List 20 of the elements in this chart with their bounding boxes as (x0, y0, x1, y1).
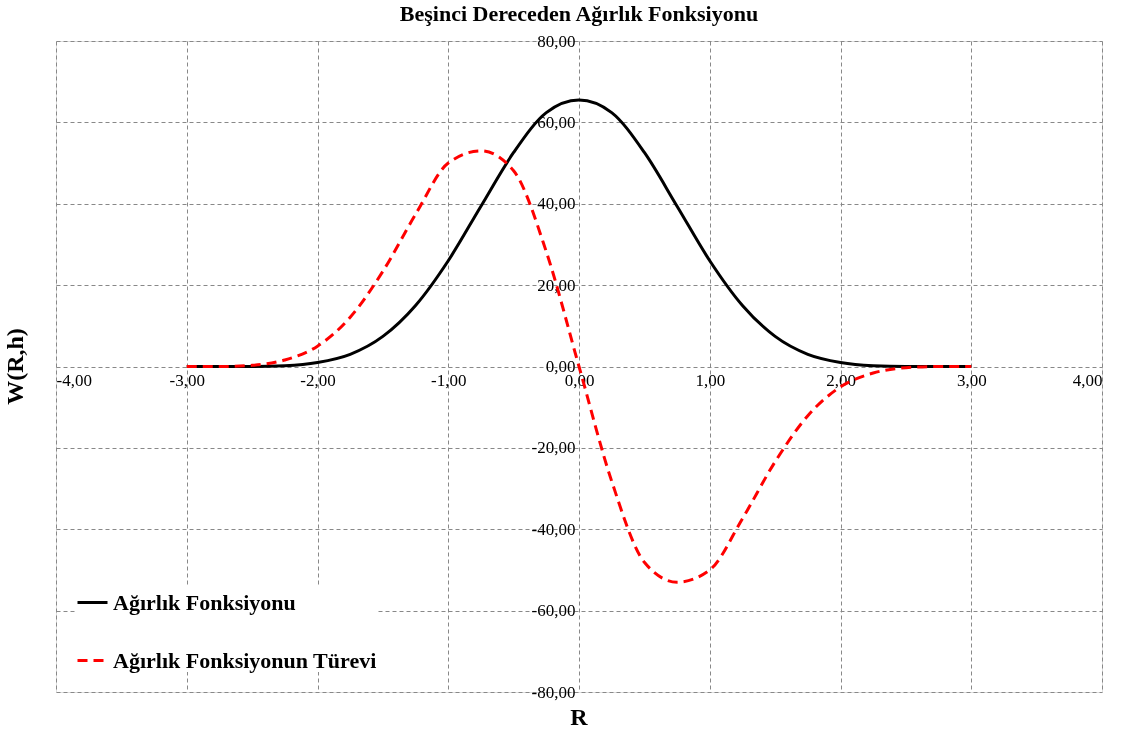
y-tick-label: -20,00 (531, 438, 576, 458)
y-tick-label: -40,00 (531, 519, 576, 539)
y-tick-label: 40,00 (537, 194, 576, 214)
x-tick-label: -4,00 (56, 371, 92, 390)
y-tick-label: 20,00 (537, 275, 576, 295)
chart-title: Beşinci Dereceden Ağırlık Fonksiyonu (399, 1, 759, 26)
x-tick-label: -3,00 (169, 371, 205, 390)
y-tick-label: 60,00 (537, 112, 576, 132)
x-axis-title: R (570, 704, 589, 730)
legend-label: Ağırlık Fonksiyonu (113, 589, 296, 615)
x-tick-label: 3,00 (956, 371, 987, 390)
x-tick-label: 1,00 (695, 371, 726, 390)
x-tick-label: 4,00 (1072, 371, 1103, 390)
y-axis-title: W(R,h) (2, 328, 28, 405)
y-tick-label: -80,00 (531, 682, 576, 702)
legend-label: Ağırlık Fonksiyonun Türevi (113, 647, 377, 673)
y-tick-label: 80,00 (537, 31, 576, 51)
y-tick-label: -60,00 (531, 601, 576, 621)
x-tick-label: -2,00 (300, 371, 336, 390)
x-tick-label: -1,00 (431, 371, 467, 390)
